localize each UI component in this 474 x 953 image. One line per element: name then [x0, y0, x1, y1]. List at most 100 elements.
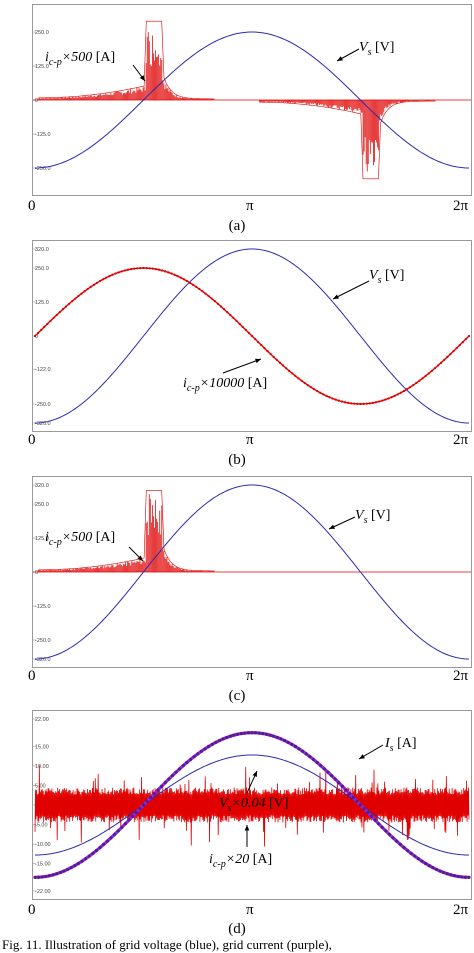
- voltage-label: Vs [V]: [355, 508, 390, 526]
- label-var: i: [45, 530, 49, 545]
- label-unit: [A]: [249, 852, 272, 867]
- current-marker: [300, 379, 303, 382]
- voltage-line: [34, 248, 470, 424]
- label-var: V: [219, 796, 229, 811]
- is-arrow-head: [359, 754, 365, 759]
- grid-current-marker: [409, 851, 413, 855]
- grid-current-marker: [98, 845, 102, 850]
- current-marker: [288, 369, 291, 372]
- panel-a: 250.0 125.0 0 -125.0 -250.0 ic-p×500 [A] Vs [V…: [0, 0, 474, 238]
- grid-current-marker: [391, 836, 395, 840]
- grid-current-marker: [311, 757, 316, 762]
- current-marker: [33, 334, 37, 338]
- label-mult: ×10000: [200, 376, 244, 391]
- grid-current-marker: [398, 842, 402, 846]
- current-marker: [173, 273, 176, 276]
- current-marker: [244, 328, 247, 332]
- current-marker: [226, 311, 229, 314]
- current-marker: [405, 388, 409, 391]
- current-marker: [427, 372, 430, 375]
- grid-current-marker: [452, 874, 457, 878]
- current-marker: [238, 322, 241, 325]
- grid-current-marker: [214, 740, 218, 744]
- y-tick-label: -320.0: [35, 421, 51, 427]
- current-arrow: [222, 358, 262, 374]
- y-tick-label: 320.0: [35, 247, 49, 253]
- current-marker: [154, 268, 157, 271]
- label-mult: ×500: [62, 50, 92, 65]
- x-tick-pi: π: [246, 198, 254, 214]
- current-marker: [114, 272, 117, 275]
- label-sub: c-p: [213, 859, 226, 870]
- current-marker: [139, 266, 142, 270]
- grid-current-marker: [322, 767, 326, 771]
- current-marker: [294, 374, 297, 378]
- current-marker: [46, 322, 49, 325]
- voltage-line: [34, 754, 470, 856]
- current-marker: [167, 271, 170, 274]
- current-marker: [207, 294, 210, 298]
- current-marker: [281, 364, 285, 367]
- current-marker: [213, 300, 216, 303]
- chart-svg: 250.0 125.0 0 -125.0 -250.0 ic-p×500 [A] Vs [V…: [33, 20, 471, 180]
- grid-current-marker: [62, 869, 66, 873]
- grid-current-marker: [149, 795, 153, 800]
- vs-arrow-head: [252, 771, 257, 777]
- y-tick-label: 125.0: [35, 536, 49, 542]
- voltage-arrow-head: [337, 56, 343, 61]
- current-marker: [343, 401, 347, 404]
- current-marker: [232, 316, 235, 320]
- grid-current-marker: [156, 788, 160, 792]
- current-marker: [359, 402, 362, 406]
- grid-current-marker: [355, 799, 359, 803]
- y-tick-label: 15.00: [35, 744, 49, 750]
- grid-current-marker: [362, 807, 366, 811]
- voltage-line: [34, 31, 470, 169]
- current-marker: [235, 319, 238, 322]
- current-marker: [334, 398, 337, 401]
- grid-current-marker: [395, 839, 399, 843]
- grid-current-marker: [416, 857, 420, 861]
- grid-current-marker: [344, 788, 348, 792]
- current-marker: [219, 305, 223, 308]
- current-marker: [123, 269, 126, 272]
- current-marker: [161, 269, 164, 272]
- current-marker: [201, 290, 204, 293]
- grid-current-marker: [87, 854, 91, 858]
- y-tick-label: 320.0: [35, 483, 49, 489]
- grid-current-marker: [207, 744, 211, 749]
- grid-current-marker: [456, 874, 460, 879]
- label-var: i: [183, 376, 187, 391]
- current-marker: [415, 381, 418, 385]
- grid-current-marker: [102, 842, 106, 846]
- panel-c: 320.0 250.0 125.0 0 -125.0 -250.0 -320.0 ic-p×5…: [0, 474, 474, 710]
- current-marker: [384, 398, 387, 401]
- grid-current-marker: [203, 747, 207, 751]
- current-positive: [38, 490, 215, 572]
- grid-current-marker: [123, 822, 128, 826]
- current-marker: [37, 331, 40, 335]
- current-marker: [40, 328, 43, 332]
- grid-current-marker: [442, 870, 446, 875]
- grid-current-marker: [297, 747, 301, 751]
- current-marker: [86, 287, 89, 291]
- current-marker: [77, 294, 80, 298]
- current-marker: [241, 325, 244, 328]
- chart-svg: 320.0 250.0 125.0 0 -122.0 -250.0 -320.0 Vs [V]…: [33, 247, 471, 427]
- grid-current-marker: [329, 773, 334, 778]
- panel-caption: (a): [228, 218, 246, 234]
- current-marker: [316, 389, 319, 393]
- current-marker: [269, 352, 272, 356]
- current-marker: [421, 377, 424, 380]
- grid-current-marker: [239, 731, 243, 736]
- current-positive: [38, 20, 215, 100]
- label-sub: s: [378, 275, 382, 286]
- current-marker: [133, 267, 136, 270]
- grid-current-marker: [73, 864, 77, 868]
- current-marker: [250, 334, 254, 338]
- label-sub: s: [228, 803, 232, 814]
- x-tick-0: 0: [28, 902, 36, 918]
- plot-area: 250.0 125.0 0 -125.0 -250.0 ic-p×500 [A] Vs [V…: [32, 4, 472, 196]
- current-marker: [412, 384, 415, 387]
- grid-current-marker: [131, 814, 135, 818]
